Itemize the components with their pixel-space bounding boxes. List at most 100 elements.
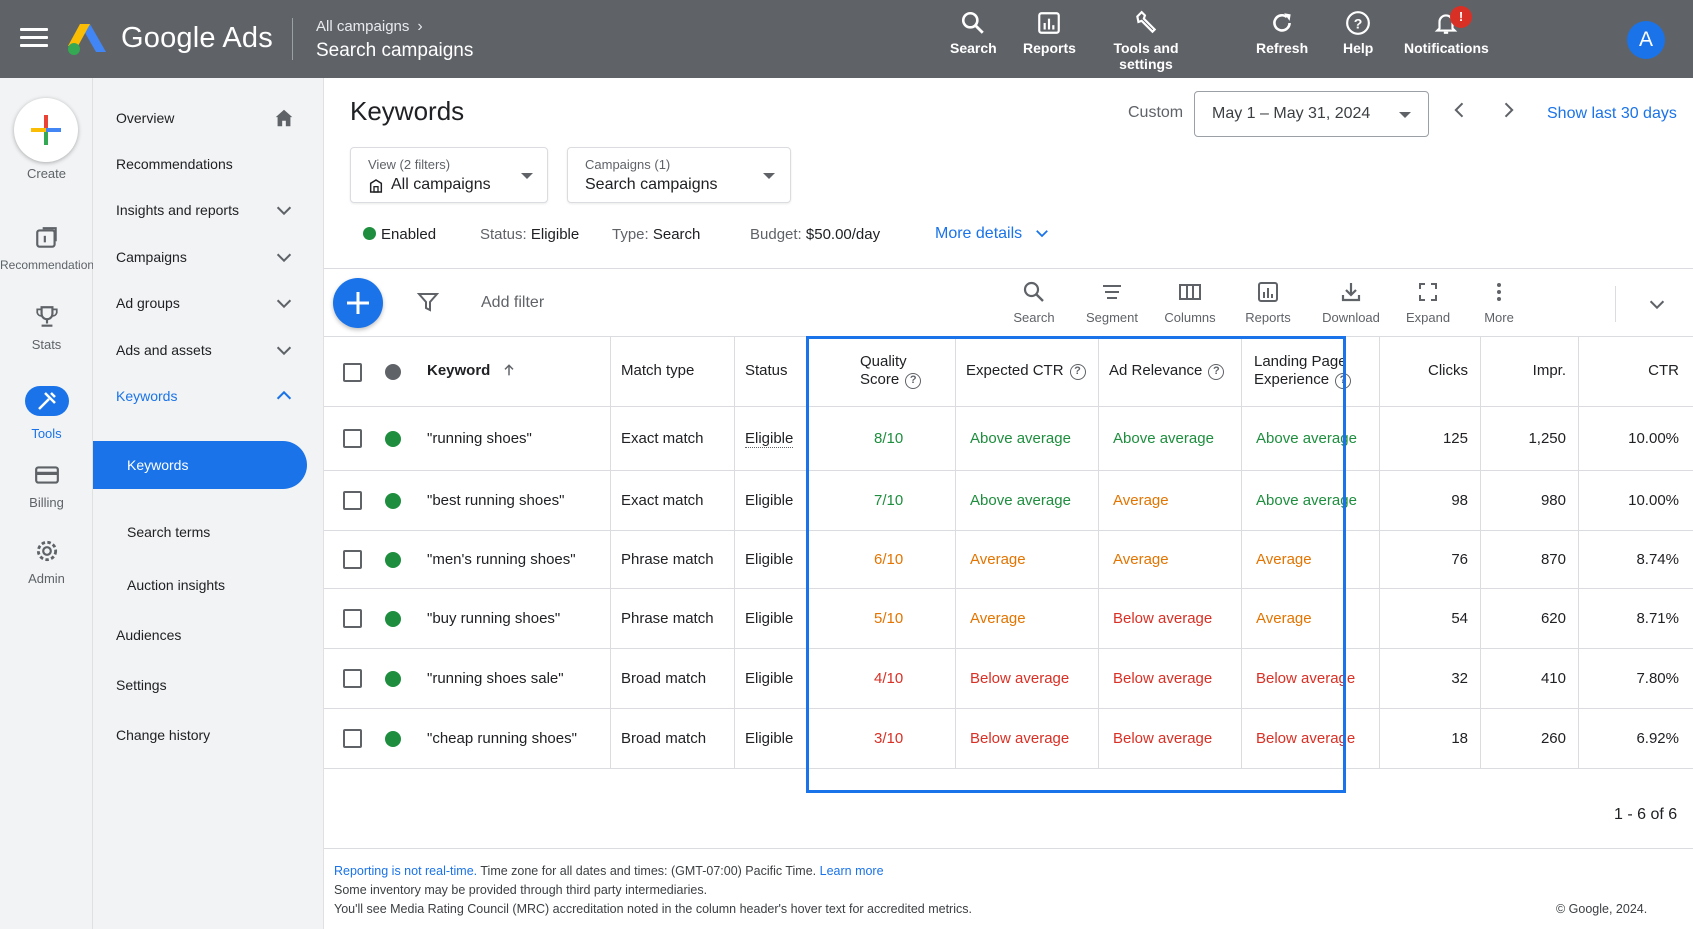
- rail-stats[interactable]: Stats: [0, 304, 93, 352]
- keyword-text[interactable]: "cheap running shoes": [427, 730, 577, 747]
- enabled-status-dot[interactable]: [385, 493, 401, 509]
- status-text[interactable]: Eligible: [745, 551, 794, 568]
- header-ctr[interactable]: CTR: [1579, 337, 1693, 408]
- learn-more-link[interactable]: Learn more: [819, 864, 884, 878]
- breadcrumb-current[interactable]: Search campaigns: [316, 40, 474, 61]
- enabled-status-dot[interactable]: [385, 431, 401, 447]
- nav-change-history[interactable]: Change history: [93, 713, 324, 757]
- header-quality-score[interactable]: Quality Score?: [840, 337, 956, 408]
- collapse-toolbar-button[interactable]: [1646, 293, 1668, 320]
- header-notifications-button[interactable]: Notifications !: [1404, 6, 1489, 56]
- nav-recommendations[interactable]: Recommendations: [93, 142, 324, 186]
- row-checkbox[interactable]: [343, 491, 362, 510]
- header-landing-page[interactable]: Landing Page Experience?: [1242, 337, 1380, 408]
- nav-auction-insights[interactable]: Auction insights: [93, 563, 324, 607]
- status-cell: Eligible: [735, 709, 840, 768]
- nav-search-terms[interactable]: Search terms: [93, 468, 324, 540]
- keyword-text[interactable]: "buy running shoes": [427, 610, 561, 627]
- ctr-text: 8.71%: [1636, 610, 1679, 627]
- keyword-text[interactable]: "running shoes": [427, 430, 532, 447]
- nav-campaigns[interactable]: Campaigns: [93, 235, 324, 279]
- nav-overview[interactable]: Overview: [93, 96, 324, 140]
- campaign-filter-value: Search campaigns: [585, 176, 718, 193]
- prev-period-button[interactable]: [1450, 100, 1470, 126]
- row-checkbox[interactable]: [343, 550, 362, 569]
- show-last-30-days-link[interactable]: Show last 30 days: [1547, 105, 1677, 122]
- nav-audiences[interactable]: Audiences: [93, 613, 324, 657]
- view-filter-select[interactable]: View (2 filters) All campaigns: [350, 147, 548, 203]
- keyword-text[interactable]: "best running shoes": [427, 492, 565, 509]
- campaign-budget: Budget: $50.00/day: [750, 226, 880, 243]
- enabled-status-dot[interactable]: [385, 552, 401, 568]
- header-tools-button[interactable]: Tools and settings: [1096, 10, 1196, 72]
- table-reports-button[interactable]: Reports: [1237, 280, 1299, 325]
- columns-button[interactable]: Columns: [1158, 280, 1222, 325]
- status-text[interactable]: Eligible: [745, 610, 794, 627]
- ctr-cell: 8.71%: [1579, 589, 1693, 648]
- keyword-text[interactable]: "men's running shoes": [427, 551, 576, 568]
- expand-button[interactable]: Expand: [1400, 280, 1456, 325]
- status-text[interactable]: Eligible: [745, 730, 794, 747]
- enabled-status-dot[interactable]: [385, 731, 401, 747]
- nav-ads-assets[interactable]: Ads and assets: [93, 328, 324, 372]
- status-text[interactable]: Eligible: [745, 492, 794, 509]
- nav-ad-groups[interactable]: Ad groups: [93, 281, 324, 325]
- campaign-filter-select[interactable]: Campaigns (1) Search campaigns: [567, 147, 791, 203]
- header-ad-relevance[interactable]: Ad Relevance?: [1099, 337, 1242, 408]
- header-search-button[interactable]: Search: [950, 10, 997, 56]
- header-expected-ctr[interactable]: Expected CTR?: [956, 337, 1099, 408]
- header-help-button[interactable]: ? Help: [1343, 10, 1373, 56]
- landing-page-text: Below average: [1256, 670, 1356, 687]
- header-keyword[interactable]: Keyword: [417, 337, 611, 408]
- impr-text: 980: [1540, 492, 1566, 509]
- download-button[interactable]: Download: [1315, 280, 1387, 325]
- enabled-status-dot[interactable]: [385, 671, 401, 687]
- next-period-button[interactable]: [1498, 100, 1518, 126]
- select-all-checkbox[interactable]: [343, 363, 362, 382]
- create-button[interactable]: [14, 98, 78, 162]
- status-text[interactable]: Eligible: [745, 430, 794, 448]
- header-reports-button[interactable]: Reports: [1023, 10, 1076, 56]
- more-button[interactable]: More: [1474, 280, 1524, 325]
- rail-admin[interactable]: Admin: [0, 538, 93, 586]
- chevron-right-icon: [1504, 102, 1514, 118]
- date-range-picker[interactable]: May 1 – May 31, 2024: [1194, 91, 1429, 137]
- table-search-button[interactable]: Search: [1006, 280, 1062, 325]
- reporting-not-realtime-link[interactable]: Reporting is not real-time.: [334, 864, 478, 878]
- help-icon[interactable]: ?: [1335, 373, 1352, 389]
- menu-icon[interactable]: [20, 28, 48, 50]
- header-refresh-button[interactable]: Refresh: [1256, 10, 1308, 56]
- header-status[interactable]: Status: [735, 337, 840, 408]
- keyword-text[interactable]: "running shoes sale": [427, 670, 564, 687]
- row-checkbox[interactable]: [343, 609, 362, 628]
- header-clicks[interactable]: Clicks: [1380, 337, 1481, 408]
- more-details-button[interactable]: More details: [935, 224, 1051, 243]
- help-icon[interactable]: ?: [905, 373, 922, 389]
- row-checkbox[interactable]: [343, 729, 362, 748]
- filter-button[interactable]: [416, 290, 440, 319]
- nav-settings[interactable]: Settings: [93, 663, 324, 707]
- download-icon: [1341, 283, 1361, 302]
- add-keyword-button[interactable]: [333, 278, 383, 328]
- add-filter-input[interactable]: Add filter: [481, 294, 545, 311]
- header-impr[interactable]: Impr.: [1481, 337, 1579, 408]
- breadcrumb-parent[interactable]: All campaigns ›: [316, 18, 423, 36]
- row-checkbox[interactable]: [343, 429, 362, 448]
- type-value: Search: [652, 226, 701, 243]
- help-icon[interactable]: ?: [1069, 364, 1086, 380]
- help-icon[interactable]: ?: [1208, 364, 1225, 380]
- rail-tools[interactable]: Tools: [0, 389, 93, 441]
- rail-recommendations[interactable]: Recommendations: [0, 225, 100, 272]
- nav-keywords-group[interactable]: Keywords: [93, 374, 324, 418]
- avatar[interactable]: A: [1627, 21, 1665, 59]
- rail-billing[interactable]: Billing: [0, 462, 93, 510]
- nav-insights[interactable]: Insights and reports: [93, 188, 324, 232]
- nav-keywords[interactable]: Keywords: [93, 441, 307, 489]
- impr-cell: 1,250: [1481, 407, 1579, 470]
- status-text[interactable]: Eligible: [745, 670, 794, 687]
- segment-button[interactable]: Segment: [1079, 280, 1145, 325]
- row-checkbox[interactable]: [343, 669, 362, 688]
- header-match-type[interactable]: Match type: [611, 337, 735, 408]
- enabled-status-dot[interactable]: [385, 611, 401, 627]
- keyword-cell: "buy running shoes": [417, 589, 611, 648]
